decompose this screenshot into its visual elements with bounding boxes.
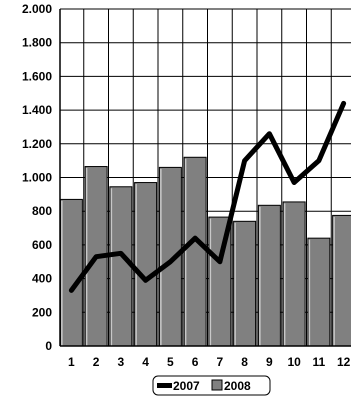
legend-label-2008: 2008 (224, 379, 251, 393)
line-2007 (68, 100, 347, 293)
bar-2008-6 (183, 156, 207, 347)
bar-2008-4 (134, 182, 158, 347)
x-tick-label: 12 (337, 355, 351, 369)
y-tick-label: 600 (32, 238, 52, 252)
x-tick-label: 1 (68, 355, 75, 369)
bar-2008-3 (109, 186, 133, 347)
line-series-2007 (68, 100, 347, 293)
y-tick-label: 1.800 (22, 36, 52, 50)
x-tick-label: 4 (142, 355, 149, 369)
bar-2008-10 (282, 201, 306, 347)
y-tick-label: 1.200 (22, 137, 52, 151)
x-tick-label: 7 (217, 355, 224, 369)
axes (59, 8, 351, 347)
x-tick-label: 10 (287, 355, 301, 369)
x-tick-label: 2 (93, 355, 100, 369)
x-tick-label: 8 (241, 355, 248, 369)
x-tick-label: 11 (313, 355, 326, 369)
x-axis-tick-labels: 1 2 3 4 5 6 7 8 9 10 11 12 (68, 355, 351, 369)
y-tick-label: 1.600 (22, 69, 52, 83)
bar-2008-9 (257, 204, 281, 347)
bar-2008-11 (307, 237, 331, 347)
y-tick-label: 1.000 (22, 171, 52, 185)
x-tick-label: 9 (266, 355, 273, 369)
x-tick-label: 6 (192, 355, 199, 369)
y-tick-label: 0 (45, 339, 52, 353)
bar-2008-1 (59, 198, 83, 347)
y-tick-label: 1.400 (22, 103, 52, 117)
legend-swatch-2008 (211, 379, 223, 391)
y-tick-label: 200 (32, 305, 52, 319)
bar-2008-12 (332, 214, 351, 347)
legend: 2007 2008 (152, 375, 271, 396)
y-tick-label: 800 (32, 204, 52, 218)
legend-label-2007: 2007 (173, 379, 200, 393)
x-tick-label: 5 (167, 355, 174, 369)
bar-2008-8 (233, 220, 257, 347)
x-tick-label: 3 (118, 355, 125, 369)
y-axis-tick-labels: 0 200 400 600 800 1.000 1.200 1.400 1.600 1.800 2.… (22, 2, 52, 353)
y-tick-label: 400 (32, 272, 52, 286)
bar-series-2008 (59, 156, 351, 347)
y-tick-label: 2.000 (22, 2, 52, 16)
